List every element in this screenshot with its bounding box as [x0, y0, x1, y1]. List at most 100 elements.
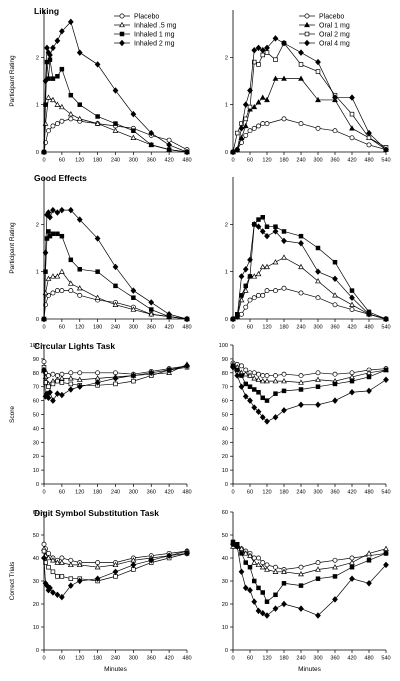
legend-marker: [119, 31, 125, 37]
data-point: [55, 231, 60, 237]
series-4: [41, 550, 190, 601]
data-point: [77, 102, 82, 107]
data-point: [242, 393, 249, 400]
axes: [43, 177, 187, 320]
data-point: [148, 557, 155, 564]
data-point: [315, 376, 321, 382]
data-point: [131, 295, 136, 300]
data-point: [349, 373, 355, 380]
legend-marker: [119, 13, 125, 19]
data-point: [247, 397, 253, 404]
data-point: [281, 285, 287, 291]
data-point: [242, 371, 249, 377]
y-tick-label: 0: [225, 150, 228, 156]
x-tick-label: 420: [164, 656, 173, 662]
data-point: [41, 366, 47, 374]
x-tick-label: 120: [75, 656, 84, 662]
legend-marker: [304, 39, 310, 47]
data-point: [272, 605, 279, 612]
legend-entry: Placebo: [134, 13, 159, 20]
data-point: [184, 148, 190, 156]
data-point: [76, 561, 83, 568]
data-point: [256, 123, 261, 129]
data-point: [315, 370, 321, 376]
data-point: [264, 599, 270, 604]
data-point: [112, 127, 119, 133]
data-point: [59, 380, 65, 385]
series-line: [232, 367, 387, 422]
x-tick-label: 180: [93, 656, 102, 662]
data-point: [148, 129, 155, 137]
x-tick-label: 480: [364, 325, 373, 331]
data-point: [315, 58, 321, 66]
data-point: [332, 596, 338, 603]
data-point: [332, 259, 338, 265]
data-point: [59, 28, 65, 35]
data-point: [264, 566, 270, 572]
series-line: [232, 37, 387, 153]
data-point: [44, 59, 50, 65]
legend-entry: Inhaled 1 mg: [134, 31, 175, 38]
data-point: [298, 564, 304, 570]
y-tick-label: 2: [36, 222, 39, 228]
y-tick-label: 1: [225, 103, 228, 109]
panel-title: Good Effects: [34, 173, 87, 183]
x-tick-label: 540: [381, 656, 390, 662]
x-tick-label: 360: [330, 158, 339, 164]
data-point: [54, 559, 61, 565]
x-tick-label: 420: [347, 656, 356, 662]
data-point: [332, 94, 338, 101]
data-point: [242, 287, 249, 293]
data-point: [94, 294, 101, 300]
series-1: [230, 285, 389, 322]
data-point: [59, 206, 65, 214]
y-tick-label: 30: [33, 440, 39, 446]
data-point: [76, 49, 83, 56]
data-point: [55, 378, 60, 384]
data-point: [242, 101, 249, 108]
data-point: [238, 273, 245, 280]
y-tick-label: 100: [30, 343, 39, 349]
series-line: [233, 546, 387, 575]
legend-entry: Inhaled .5 mg: [134, 22, 177, 29]
data-point: [112, 561, 119, 568]
data-point: [55, 574, 60, 579]
data-point: [251, 47, 258, 54]
data-point: [67, 280, 74, 286]
x-tick-label: 300: [313, 158, 322, 164]
data-point: [76, 216, 83, 223]
x-tick-label: 240: [111, 325, 120, 331]
x-tick-label: 420: [164, 325, 173, 331]
data-point: [59, 66, 65, 72]
data-point: [298, 583, 304, 588]
data-point: [259, 609, 266, 617]
x-tick-label: 300: [129, 490, 138, 496]
data-point: [349, 135, 355, 141]
data-point: [281, 600, 287, 608]
data-point: [242, 584, 249, 592]
data-point: [259, 47, 266, 54]
axes: [43, 512, 187, 651]
x-axis-label: Minutes: [298, 666, 322, 673]
data-point: [46, 229, 51, 234]
data-point: [94, 379, 101, 386]
data-point: [238, 125, 245, 132]
series-3: [41, 57, 190, 155]
x-tick-label: 360: [147, 656, 156, 662]
x-tick-label: 0: [42, 656, 45, 662]
legend-entry: Oral 4 mg: [319, 40, 350, 47]
data-point: [260, 395, 266, 401]
data-point: [41, 541, 47, 547]
data-point: [68, 381, 74, 387]
data-point: [256, 292, 261, 298]
y-tick-label: 70: [222, 385, 228, 391]
data-point: [349, 555, 355, 561]
data-point: [76, 383, 83, 390]
data-point: [59, 233, 65, 239]
data-point: [281, 388, 287, 394]
data-point: [130, 134, 137, 140]
y-tick-label: 60: [222, 399, 228, 405]
data-point: [264, 263, 270, 270]
series-1: [230, 541, 389, 572]
